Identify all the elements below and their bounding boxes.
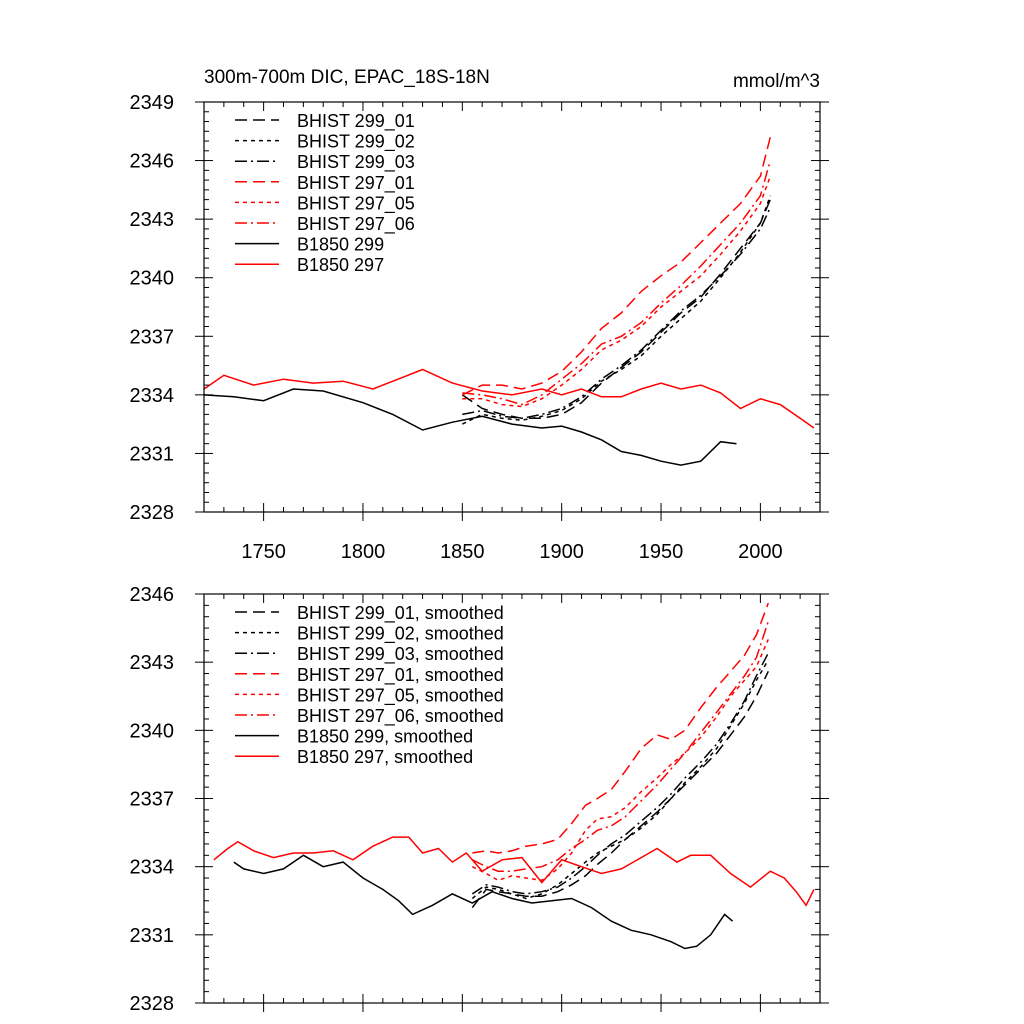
series-line-bhist-297-01-smoothed bbox=[472, 602, 770, 854]
figure-title: 300m-700m DIC, EPAC_18S-18N bbox=[204, 67, 490, 88]
y-tick-label: 2334 bbox=[130, 857, 175, 879]
y-tick-label: 2340 bbox=[130, 268, 175, 290]
series-line-b1850-299-smoothed bbox=[233, 854, 734, 950]
x-tick-label: 1900 bbox=[539, 541, 584, 563]
y-tick-label: 2343 bbox=[130, 652, 175, 674]
legend-label-bhist-297-01: BHIST 297_01 bbox=[297, 173, 415, 194]
y-tick-label: 2328 bbox=[130, 993, 175, 1015]
series-line-bhist-299-01-smoothed bbox=[471, 670, 769, 909]
series-line-bhist-297-06-smoothed bbox=[471, 621, 770, 872]
legend-label-bhist-297-05-smoothed: BHIST 297_05, smoothed bbox=[297, 685, 504, 706]
y-tick-label: 2328 bbox=[130, 502, 175, 524]
series-line-bhist-299-02-smoothed bbox=[471, 659, 769, 900]
legend-label-b1850-297-smoothed: B1850 297, smoothed bbox=[297, 747, 473, 767]
y-tick-label: 2349 bbox=[130, 92, 175, 114]
legend-label-b1850-297: B1850 297 bbox=[297, 255, 384, 275]
x-tick-label: 1750 bbox=[241, 541, 286, 563]
x-tick-label: 1800 bbox=[341, 541, 386, 563]
y-tick-label: 2331 bbox=[130, 925, 175, 947]
x-tick-label: 1950 bbox=[639, 541, 684, 563]
series-line-bhist-299-03-smoothed bbox=[471, 652, 769, 895]
legend-label-bhist-297-06-smoothed: BHIST 297_06, smoothed bbox=[297, 706, 504, 727]
y-tick-label: 2340 bbox=[130, 720, 175, 742]
legend-label-bhist-297-01-smoothed: BHIST 297_01, smoothed bbox=[297, 665, 504, 686]
y-tick-label: 2334 bbox=[130, 385, 175, 407]
series-line-bhist-299-03 bbox=[462, 207, 771, 420]
x-tick-label: 1850 bbox=[440, 541, 485, 563]
legend-label-bhist-297-06: BHIST 297_06 bbox=[297, 214, 415, 235]
series-line-b1850-299 bbox=[203, 388, 737, 466]
y-tick-label: 2343 bbox=[130, 209, 175, 231]
y-tick-label: 2337 bbox=[130, 326, 175, 348]
legend-label-bhist-299-02-smoothed: BHIST 299_02, smoothed bbox=[297, 624, 504, 645]
series-line-bhist-299-02 bbox=[461, 195, 772, 425]
legend-label-bhist-297-05: BHIST 297_05 bbox=[297, 193, 415, 214]
y-tick-label: 2346 bbox=[130, 584, 175, 606]
legend-label-bhist-299-01: BHIST 299_01 bbox=[297, 111, 415, 132]
legend-label-bhist-299-02: BHIST 299_02 bbox=[297, 132, 415, 153]
x-tick-label: 2000 bbox=[738, 541, 783, 563]
series-line-bhist-297-06 bbox=[462, 160, 772, 406]
legend-label-bhist-299-01-smoothed: BHIST 299_01, smoothed bbox=[297, 603, 504, 624]
legend-label-bhist-299-03: BHIST 299_03 bbox=[297, 152, 415, 173]
series-line-bhist-297-05-smoothed bbox=[471, 639, 769, 882]
series-line-b1850-297 bbox=[203, 368, 815, 429]
series-line-bhist-297-05 bbox=[462, 175, 772, 408]
legend-label-b1850-299: B1850 299 bbox=[297, 235, 384, 255]
figure-units: mmol/m^3 bbox=[733, 71, 820, 92]
y-tick-label: 2331 bbox=[130, 443, 175, 465]
y-tick-label: 2337 bbox=[130, 789, 175, 811]
series-line-bhist-299-01 bbox=[461, 199, 771, 420]
legend-label-bhist-299-03-smoothed: BHIST 299_03, smoothed bbox=[297, 644, 504, 665]
series-line-bhist-297-01 bbox=[461, 136, 772, 396]
series-line-b1850-297-smoothed bbox=[213, 836, 815, 907]
legend-label-b1850-299-smoothed: B1850 299, smoothed bbox=[297, 727, 473, 747]
y-tick-label: 2346 bbox=[130, 151, 175, 173]
